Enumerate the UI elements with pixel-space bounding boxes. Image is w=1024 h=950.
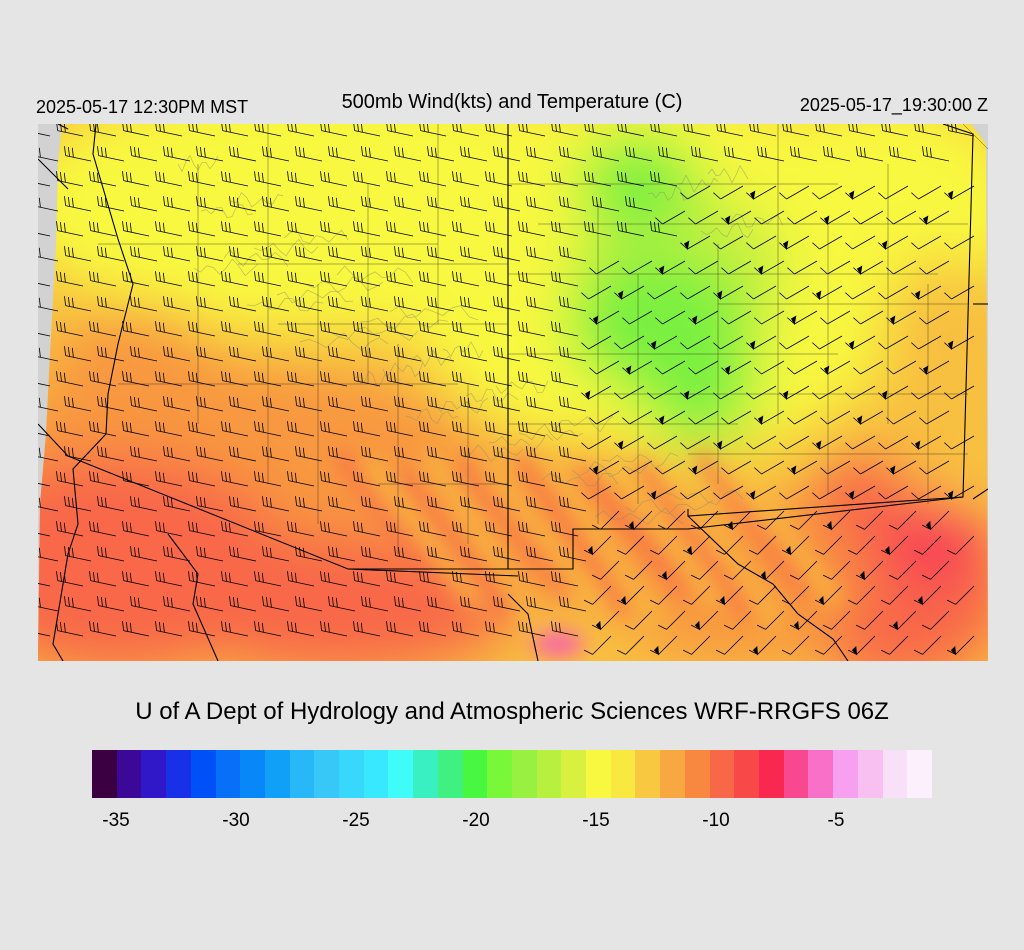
border-nv-az (57, 124, 69, 130)
colorbar-tick-label: -20 (462, 810, 490, 831)
colorbar-swatch (289, 750, 315, 798)
colorbar-swatch (758, 750, 784, 798)
colorbar-swatch (635, 750, 661, 798)
colorbar-swatch (907, 750, 932, 798)
colorbar-tick-label: -35 (102, 810, 130, 831)
colorbar-swatch (166, 750, 191, 798)
border-gulf (507, 593, 539, 661)
border-baja (167, 533, 219, 661)
model-credit: U of A Dept of Hydrology and Atmospheric… (135, 698, 889, 725)
colorbar-swatch (808, 750, 834, 798)
border-ca-nv (38, 158, 69, 190)
colorbar-swatch (684, 750, 710, 798)
colorbar-swatch (92, 750, 117, 798)
colorbar-tick-label: -5 (827, 810, 845, 831)
border-mexico (348, 496, 964, 570)
colorbar-swatch (141, 750, 167, 798)
colorbar-swatch (882, 750, 908, 798)
colorbar-swatch (857, 750, 883, 798)
colorbar-swatch (833, 750, 858, 798)
wind-barbs (38, 124, 975, 656)
colorbar-swatch (487, 750, 512, 798)
colorbar-swatch (413, 750, 438, 798)
colorbar-swatch (240, 750, 265, 798)
colorbar-swatch (215, 750, 241, 798)
colorbar-swatch (561, 750, 587, 798)
colorbar-swatch (190, 750, 216, 798)
weather-map (38, 124, 988, 661)
colorbar-swatch (511, 750, 537, 798)
border-east-stub (972, 488, 988, 500)
colorbar-swatch (339, 750, 364, 798)
map-title: 500mb Wind(kts) and Temperature (C) (341, 91, 683, 113)
colorbar-swatch (388, 750, 414, 798)
border-nm-tx-east (687, 124, 974, 517)
colorbar-tick-label: -30 (222, 810, 250, 831)
border-coast (52, 124, 134, 661)
colorbar-swatch (264, 750, 290, 798)
valid-time: 2025-05-17_19:30:00 Z (799, 95, 988, 115)
colorbar-swatch (660, 750, 685, 798)
state-boundaries (38, 124, 988, 661)
colorbar-tick-label: -25 (342, 810, 370, 831)
colorbar-swatch (536, 750, 562, 798)
colorbar-swatch (709, 750, 735, 798)
temperature-colorbar (92, 750, 932, 798)
colorbar-swatch (783, 750, 809, 798)
colorbar-swatch (314, 750, 340, 798)
colorbar-swatch (610, 750, 636, 798)
colorbar-swatch (462, 750, 488, 798)
border-az-ca (38, 423, 519, 577)
colorbar-swatch (586, 750, 611, 798)
colorbar-swatch (437, 750, 463, 798)
colorbar-swatch (116, 750, 142, 798)
temperature-field (38, 124, 988, 661)
colorbar-swatch (734, 750, 759, 798)
local-time: 2025-05-17 12:30PM MST (36, 97, 249, 117)
colorbar-tick-label: -10 (702, 810, 730, 831)
colorbar-swatch (363, 750, 389, 798)
colorbar-ticks: -35 -30 -25 -20 -15 -10 -5 (92, 810, 932, 840)
colorbar-tick-label: -15 (582, 810, 610, 831)
county-boundaries (98, 124, 988, 554)
